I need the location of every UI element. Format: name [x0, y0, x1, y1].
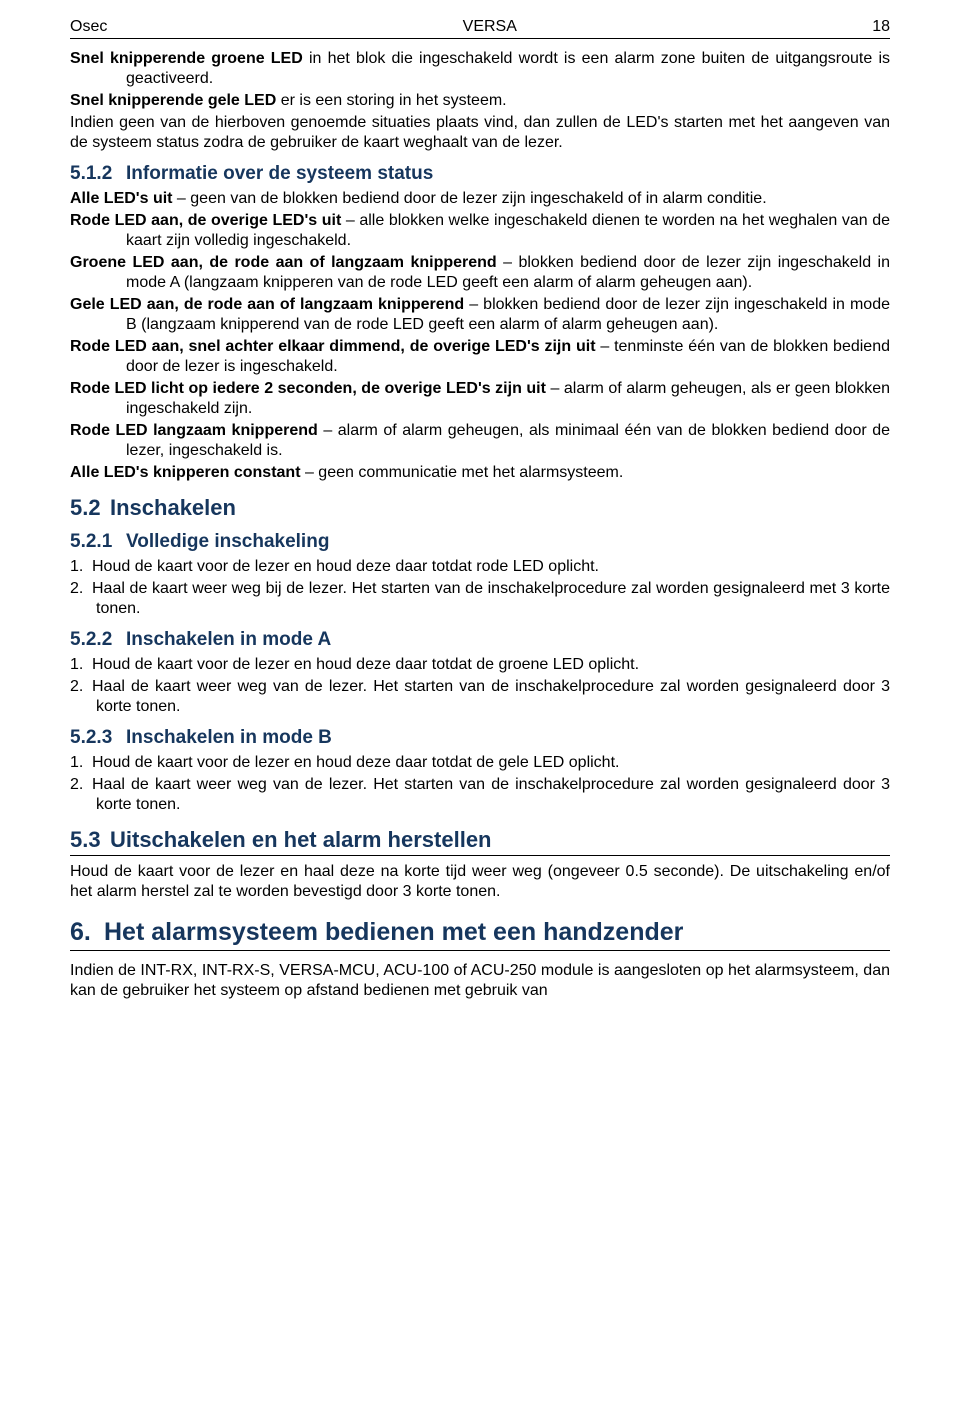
status-item-4-bold: Gele LED aan, de rode aan of langzaam kn… [70, 296, 464, 313]
list-text: Houd de kaart voor de lezer en houd deze… [92, 656, 639, 673]
status-item-8-bold: Alle LED's knipperen constant [70, 464, 301, 481]
status-item-1: Alle LED's uit – geen van de blokken bed… [70, 189, 890, 209]
list-marker: 1. [70, 753, 92, 773]
heading-5-3: 5.3Uitschakelen en het alarm herstellen [70, 827, 890, 856]
heading-5-2: 5.2Inschakelen [70, 495, 890, 521]
status-item-5-bold: Rode LED aan, snel achter elkaar dimmend… [70, 338, 596, 355]
intro-line-1: Snel knipperende groene LED in het blok … [70, 49, 890, 89]
status-item-1-rest: – geen van de blokken bediend door de le… [172, 190, 766, 207]
status-item-6-bold: Rode LED licht op iedere 2 seconden, de … [70, 380, 546, 397]
list-text: Houd de kaart voor de lezer en houd deze… [92, 558, 599, 575]
header-right: 18 [872, 18, 890, 36]
status-item-1-bold: Alle LED's uit [70, 190, 172, 207]
heading-5-1-2-title: Informatie over de systeem status [126, 163, 433, 184]
heading-6: 6.Het alarmsysteem bedienen met een hand… [70, 918, 890, 951]
heading-5-1-2-num: 5.1.2 [70, 163, 126, 185]
intro-line-2-bold: Snel knipperende gele LED [70, 92, 276, 109]
page-header: Osec VERSA 18 [70, 18, 890, 39]
heading-5-2-1-num: 5.2.1 [70, 531, 126, 553]
intro-line-2-rest: er is een storing in het systeem. [276, 92, 506, 109]
heading-5-2-num: 5.2 [70, 495, 110, 521]
heading-5-2-2-title: Inschakelen in mode A [126, 629, 331, 650]
intro-line-3: Indien geen van de hierboven genoemde si… [70, 113, 890, 153]
list-text: Haal de kaart weer weg van de lezer. Het… [92, 678, 890, 715]
heading-6-num: 6. [70, 918, 104, 947]
status-item-4: Gele LED aan, de rode aan of langzaam kn… [70, 295, 890, 335]
list-text: Houd de kaart voor de lezer en houd deze… [92, 754, 619, 771]
heading-5-3-num: 5.3 [70, 827, 110, 853]
heading-5-1-2: 5.1.2Informatie over de systeem status [70, 163, 890, 185]
status-item-2-bold: Rode LED aan, de overige LED's uit [70, 212, 341, 229]
header-center: VERSA [463, 18, 517, 36]
heading-5-3-title: Uitschakelen en het alarm herstellen [110, 827, 492, 852]
list-marker: 2. [70, 677, 92, 697]
status-item-7: Rode LED langzaam knipperend – alarm of … [70, 421, 890, 461]
heading-5-2-1: 5.2.1Volledige inschakeling [70, 531, 890, 553]
list-marker: 1. [70, 655, 92, 675]
list-text: Haal de kaart weer weg bij de lezer. Het… [92, 580, 890, 617]
status-item-2: Rode LED aan, de overige LED's uit – all… [70, 211, 890, 251]
section-5-3-body: Houd de kaart voor de lezer en haal deze… [70, 862, 890, 902]
status-item-3: Groene LED aan, de rode aan of langzaam … [70, 253, 890, 293]
intro-line-2: Snel knipperende gele LED er is een stor… [70, 91, 890, 111]
status-item-3-bold: Groene LED aan, de rode aan of langzaam … [70, 254, 497, 271]
heading-5-2-3-title: Inschakelen in mode B [126, 727, 332, 748]
list-item: 1.Houd de kaart voor de lezer en houd de… [70, 557, 890, 577]
header-left: Osec [70, 18, 107, 36]
section-6-body: Indien de INT-RX, INT-RX-S, VERSA-MCU, A… [70, 961, 890, 1001]
list-marker: 1. [70, 557, 92, 577]
heading-6-title: Het alarmsysteem bedienen met een handze… [104, 918, 683, 946]
list-item: 1.Houd de kaart voor de lezer en houd de… [70, 753, 890, 773]
heading-5-2-1-title: Volledige inschakeling [126, 531, 329, 552]
intro-line-1-bold: Snel knipperende groene LED [70, 50, 303, 67]
list-item: 1.Houd de kaart voor de lezer en houd de… [70, 655, 890, 675]
list-item: 2.Haal de kaart weer weg van de lezer. H… [70, 775, 890, 815]
heading-5-2-title: Inschakelen [110, 495, 236, 520]
list-marker: 2. [70, 579, 92, 599]
status-item-8: Alle LED's knipperen constant – geen com… [70, 463, 890, 483]
list-item: 2.Haal de kaart weer weg bij de lezer. H… [70, 579, 890, 619]
list-text: Haal de kaart weer weg van de lezer. Het… [92, 776, 890, 813]
list-item: 2.Haal de kaart weer weg van de lezer. H… [70, 677, 890, 717]
heading-5-2-2: 5.2.2Inschakelen in mode A [70, 629, 890, 651]
page: Osec VERSA 18 Snel knipperende groene LE… [0, 0, 960, 1411]
status-item-5: Rode LED aan, snel achter elkaar dimmend… [70, 337, 890, 377]
status-item-7-bold: Rode LED langzaam knipperend [70, 422, 318, 439]
list-marker: 2. [70, 775, 92, 795]
heading-5-2-3: 5.2.3Inschakelen in mode B [70, 727, 890, 749]
heading-5-2-2-num: 5.2.2 [70, 629, 126, 651]
status-item-6: Rode LED licht op iedere 2 seconden, de … [70, 379, 890, 419]
status-item-8-rest: – geen communicatie met het alarmsysteem… [301, 464, 624, 481]
heading-5-2-3-num: 5.2.3 [70, 727, 126, 749]
